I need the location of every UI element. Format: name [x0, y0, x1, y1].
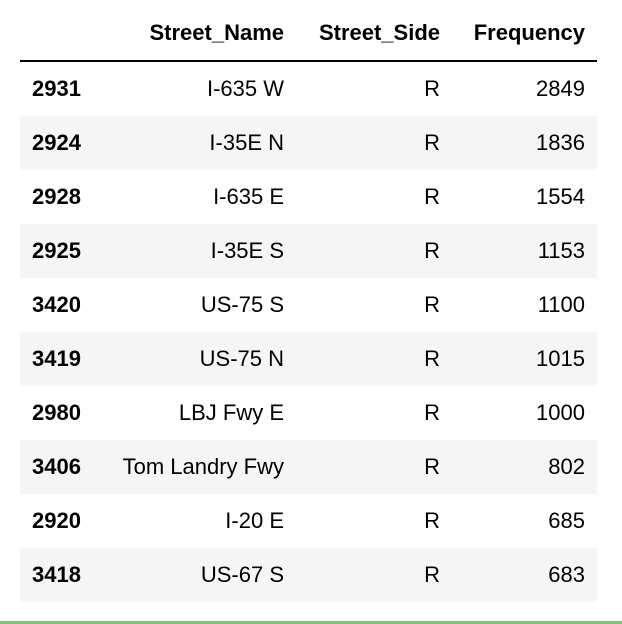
row-index: 2931	[32, 76, 81, 101]
row-index: 2980	[32, 400, 81, 425]
street-side-cell: R	[424, 508, 440, 533]
street-side-cell: R	[424, 346, 440, 371]
column-header-street-name: Street_Name	[106, 6, 296, 62]
table-row: 3419 US-75 N R 1015	[20, 332, 597, 386]
frequency-cell: 683	[548, 562, 585, 587]
street-side-cell: R	[424, 292, 440, 317]
row-index: 3418	[32, 562, 81, 587]
frequency-cell: 1554	[536, 184, 585, 209]
street-side-cell: R	[424, 454, 440, 479]
table-row: 2928 I-635 E R 1554	[20, 170, 597, 224]
cell-border-divider	[0, 621, 622, 624]
street-name-cell: I-635 E	[213, 184, 284, 209]
table-row: 2920 I-20 E R 685	[20, 494, 597, 548]
table-row: 2924 I-35E N R 1836	[20, 116, 597, 170]
street-name-cell: LBJ Fwy E	[178, 400, 284, 425]
table-row: 3420 US-75 S R 1100	[20, 278, 597, 332]
index-header	[20, 6, 106, 62]
table-row: 2931 I-635 W R 2849	[20, 61, 597, 116]
street-side-cell: R	[424, 184, 440, 209]
row-index: 3419	[32, 346, 81, 371]
street-name-cell: I-35E N	[209, 130, 284, 155]
table-row: 3406 Tom Landry Fwy R 802	[20, 440, 597, 494]
street-side-cell: R	[424, 76, 440, 101]
street-side-cell: R	[424, 130, 440, 155]
street-side-cell: R	[424, 562, 440, 587]
row-index: 2925	[32, 238, 81, 263]
row-index: 2920	[32, 508, 81, 533]
street-name-cell: US-75 S	[200, 292, 284, 317]
header-row: Street_Name Street_Side Frequency	[20, 6, 597, 62]
street-name-cell: I-35E S	[210, 238, 284, 263]
street-name-cell: US-67 S	[200, 562, 284, 587]
frequency-cell: 1153	[537, 238, 585, 263]
row-index: 3406	[32, 454, 81, 479]
street-side-cell: R	[424, 238, 440, 263]
frequency-cell: 1100	[537, 292, 585, 317]
street-side-cell: R	[424, 400, 440, 425]
table-row: 2925 I-35E S R 1153	[20, 224, 597, 278]
frequency-cell: 2849	[536, 76, 585, 101]
frequency-cell: 1000	[536, 400, 585, 425]
frequency-cell: 1015	[536, 346, 585, 371]
frequency-cell: 1836	[536, 130, 585, 155]
street-name-cell: US-75 N	[199, 346, 284, 371]
row-index: 2928	[32, 184, 81, 209]
frequency-cell: 685	[548, 508, 585, 533]
frequency-cell: 802	[548, 454, 585, 479]
street-name-cell: I-20 E	[225, 508, 284, 533]
row-index: 2924	[32, 130, 81, 155]
table-row: 2980 LBJ Fwy E R 1000	[20, 386, 597, 440]
dataframe-table: Street_Name Street_Side Frequency 2931 I…	[20, 6, 597, 602]
dataframe-output: Street_Name Street_Side Frequency 2931 I…	[20, 6, 597, 602]
table-row: 3418 US-67 S R 683	[20, 548, 597, 602]
column-header-street-side: Street_Side	[296, 6, 452, 62]
street-name-cell: Tom Landry Fwy	[122, 454, 284, 479]
column-header-frequency: Frequency	[452, 6, 597, 62]
row-index: 3420	[32, 292, 81, 317]
street-name-cell: I-635 W	[206, 76, 284, 101]
